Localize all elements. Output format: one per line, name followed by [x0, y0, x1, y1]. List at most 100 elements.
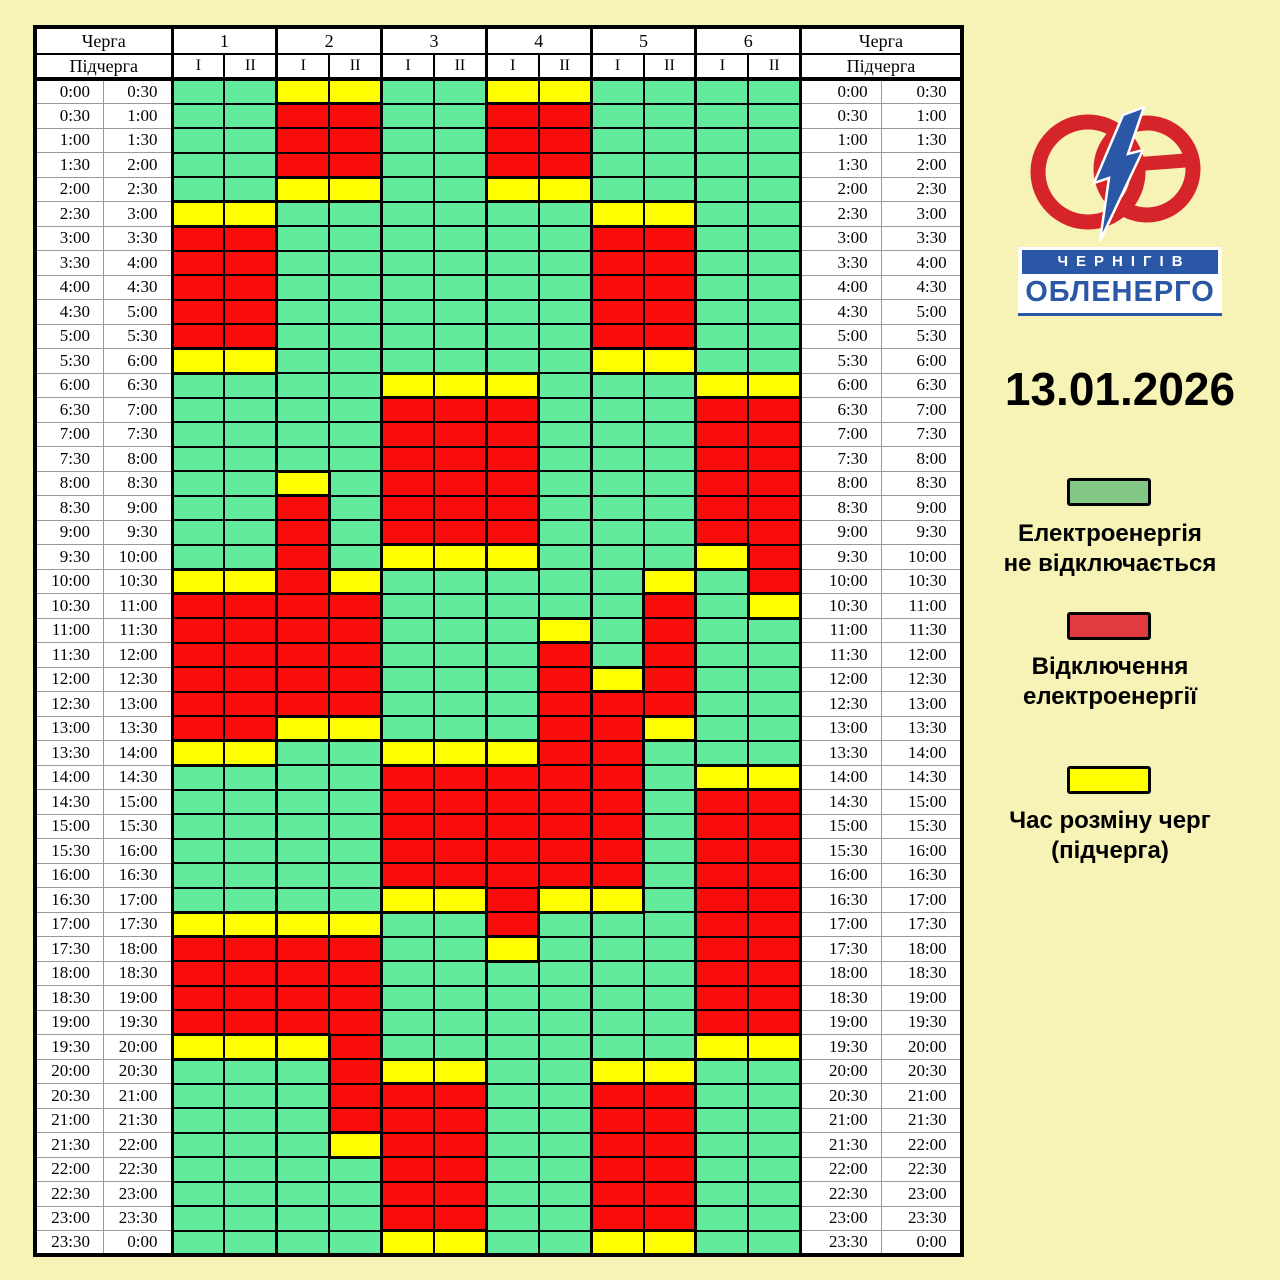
time-start-left: 21:30 — [34, 1132, 104, 1158]
schedule-cell — [432, 422, 487, 448]
time-start-right: 21:30 — [799, 1132, 882, 1158]
schedule-cell — [537, 887, 592, 914]
schedule-cell — [170, 520, 225, 546]
schedule-cell — [484, 838, 539, 864]
schedule-cell — [170, 863, 225, 889]
time-end-left: 18:00 — [103, 936, 174, 962]
schedule-cell — [537, 1157, 592, 1183]
time-end-right: 15:00 — [880, 789, 963, 815]
schedule-cell — [380, 838, 434, 864]
time-start-left: 17:30 — [34, 936, 104, 962]
time-start-left: 0:00 — [34, 78, 104, 104]
schedule-row: 18:00 18:30 18:00 18:30 — [34, 960, 963, 987]
schedule-cell — [223, 1059, 277, 1085]
schedule-cell — [223, 838, 277, 864]
time-start-left: 18:00 — [34, 960, 104, 986]
schedule-cell — [694, 520, 749, 546]
header-queue-row: Черга 1 2 3 4 5 6 Черга — [35, 27, 962, 55]
schedule-cell — [537, 1181, 592, 1207]
time-end-right: 16:30 — [880, 862, 963, 888]
schedule-cell — [694, 716, 749, 742]
schedule-cell — [642, 348, 696, 375]
queue-2-header: 2 — [275, 27, 382, 55]
time-end-right: 12:30 — [880, 666, 963, 692]
schedule-cell — [170, 422, 225, 448]
time-end-right: 5:30 — [880, 323, 963, 349]
time-start-right: 20:30 — [799, 1083, 882, 1109]
schedule-cell — [432, 275, 487, 301]
schedule-cell — [328, 103, 382, 129]
schedule-cell — [327, 471, 382, 497]
schedule-row: 20:00 20:30 20:00 20:30 — [34, 1058, 963, 1085]
schedule-cell — [694, 1132, 749, 1158]
schedule-cell — [432, 348, 487, 375]
schedule-cell — [747, 985, 803, 1011]
schedule-cell — [642, 716, 696, 742]
schedule-cell — [223, 936, 277, 962]
schedule-cell — [642, 1059, 696, 1085]
time-start-left: 2:30 — [34, 201, 104, 227]
schedule-cell — [484, 912, 539, 938]
schedule-cell — [223, 642, 277, 668]
schedule-cell — [642, 887, 696, 913]
time-end-left: 5:00 — [103, 299, 174, 325]
time-start-left: 22:00 — [34, 1156, 104, 1182]
schedule-cell — [275, 177, 330, 203]
schedule-cell — [484, 667, 539, 693]
schedule-cell — [642, 79, 696, 105]
schedule-cell — [170, 814, 225, 840]
schedule-cell — [694, 814, 749, 840]
schedule-cell — [747, 495, 803, 521]
time-start-right: 4:00 — [799, 274, 882, 300]
time-start-left: 14:00 — [34, 764, 104, 790]
time-start-right: 13:00 — [799, 715, 882, 741]
time-start-left: 8:00 — [34, 470, 104, 496]
schedule-cell — [432, 544, 487, 571]
time-start-right: 18:00 — [799, 960, 882, 986]
schedule-cell — [484, 226, 539, 252]
schedule-cell — [275, 1230, 330, 1256]
time-end-left: 0:30 — [103, 78, 174, 104]
time-end-left: 4:30 — [103, 274, 174, 300]
queue-6-header: 6 — [694, 27, 801, 55]
time-end-left: 17:00 — [103, 887, 174, 913]
time-end-left: 7:00 — [103, 397, 174, 423]
schedule-cell — [275, 250, 330, 276]
schedule-cell — [537, 103, 592, 129]
schedule-cell — [380, 348, 434, 375]
schedule-cell — [380, 103, 434, 129]
schedule-cell — [694, 177, 749, 203]
schedule-cell — [589, 618, 644, 644]
time-start-left: 19:30 — [34, 1034, 104, 1060]
schedule-cell — [328, 275, 382, 301]
schedule-cell — [223, 887, 277, 914]
schedule-cell — [747, 1108, 803, 1134]
time-start-right: 12:00 — [799, 666, 882, 692]
schedule-cell — [537, 348, 592, 374]
schedule-cell — [694, 863, 749, 889]
time-end-right: 4:00 — [880, 250, 963, 276]
schedule-cell — [380, 765, 434, 791]
schedule-cell — [642, 642, 696, 668]
schedule-cell — [170, 789, 225, 815]
schedule-cell — [694, 128, 749, 154]
schedule-cell — [537, 1132, 592, 1158]
time-end-right: 15:30 — [880, 813, 963, 839]
subqueue-5-II: ІІ — [642, 54, 696, 81]
schedule-cell — [484, 814, 539, 840]
schedule-cell — [328, 618, 382, 644]
schedule-cell — [327, 1083, 382, 1109]
schedule-cell — [380, 373, 434, 399]
schedule-cell — [170, 201, 225, 228]
schedule-cell — [380, 128, 434, 154]
schedule-cell — [275, 863, 330, 889]
time-start-right: 18:30 — [799, 985, 882, 1011]
schedule-cell — [484, 740, 539, 767]
time-end-left: 8:30 — [103, 470, 174, 496]
schedule-row: 12:00 12:30 12:00 12:30 — [34, 666, 963, 693]
time-start-right: 10:30 — [799, 593, 882, 619]
subqueue-6-I: І — [694, 54, 749, 81]
schedule-cell — [537, 814, 592, 840]
schedule-cell — [747, 887, 803, 913]
schedule-cell — [484, 324, 539, 350]
